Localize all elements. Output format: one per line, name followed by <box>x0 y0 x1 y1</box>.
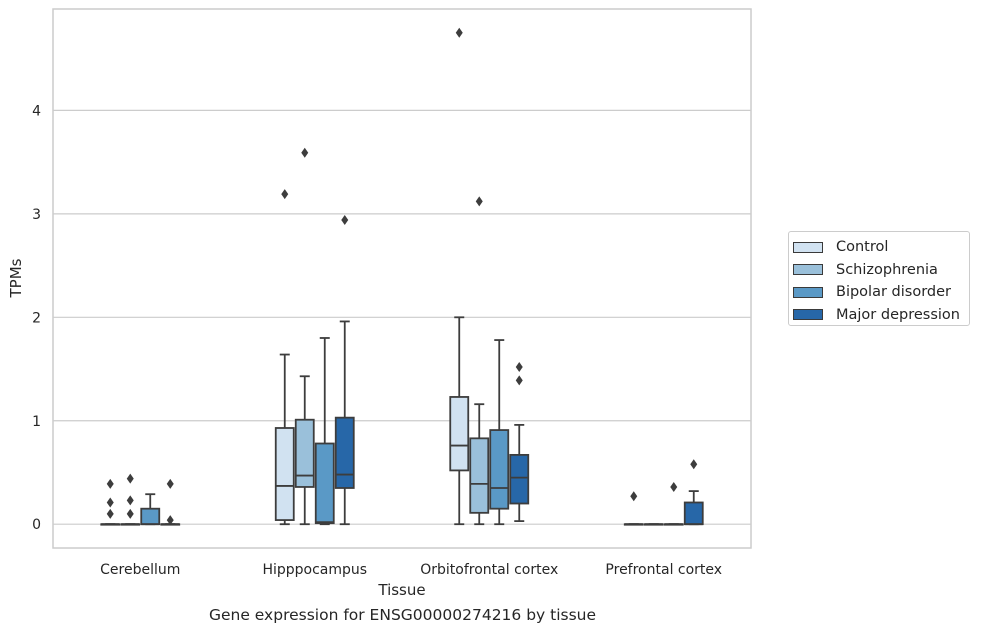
box-schizophrenia-prefrontal-cortex <box>643 523 664 526</box>
outlier-point-1 <box>515 361 523 372</box>
y-tick-label-1: 1 <box>32 414 41 430</box>
legend-swatch-schizophrenia <box>793 264 823 276</box>
outlier-point-0 <box>670 481 678 492</box>
outlier-point-0 <box>106 508 114 519</box>
box-iqr <box>489 429 510 510</box>
legend-swatch-control <box>793 241 823 253</box>
box-control-cerebellum <box>100 478 121 526</box>
outlier-point-0 <box>690 459 698 470</box>
outlier-point-0 <box>126 508 134 519</box>
box-iqr <box>334 416 355 489</box>
legend-item-schizophrenia: Schizophrenia <box>793 259 969 282</box>
legend-item-major-depression: Major depression <box>793 304 969 327</box>
box-major-depression-hipppocampus <box>334 215 355 526</box>
x-tick-label-cerebellum: Cerebellum <box>100 562 180 578</box>
outlier-point-0 <box>301 147 309 158</box>
box-plot-series <box>100 27 704 526</box>
box-control-hipppocampus <box>274 189 295 526</box>
y-tick-label-0: 0 <box>32 517 41 533</box>
y-axis-label: TPMs <box>7 258 25 298</box>
legend-label-control: Control <box>836 239 889 256</box>
chart-caption: Gene expression for ENSG00000274216 by t… <box>208 606 597 624</box>
legend-label-schizophrenia: Schizophrenia <box>836 261 938 278</box>
plot-area-frame <box>52 8 752 549</box>
outlier-point-0 <box>475 196 483 207</box>
legend-swatch-major-depression <box>793 309 823 321</box>
axis-ticks: 0 1 2 3 4 Cerebellum Hipppocampus Orbitofrontal… <box>32 103 722 578</box>
x-axis-label: Tissue <box>377 581 425 599</box>
box-iqr <box>140 507 161 526</box>
outlier-point-2 <box>126 473 134 484</box>
outlier-point-0 <box>166 515 174 526</box>
box-iqr <box>683 501 704 526</box>
legend-item-control: Control <box>793 236 969 259</box>
box-iqr <box>509 453 530 505</box>
legend-label-bipolar-disorder: Bipolar disorder <box>836 284 951 301</box>
outlier-point-1 <box>166 478 174 489</box>
box-schizophrenia-hipppocampus <box>294 147 315 526</box>
x-tick-label-hipppocampus: Hipppocampus <box>262 562 367 578</box>
grid-lines <box>53 109 751 525</box>
legend-item-bipolar-disorder: Bipolar disorder <box>793 281 969 304</box>
outlier-point-0 <box>515 375 523 386</box>
box-schizophrenia-cerebellum <box>120 473 141 526</box>
box-bipolar-disorder-prefrontal-cortex <box>663 481 684 526</box>
box-iqr <box>469 437 490 514</box>
legend: Control Schizophrenia Bipolar disorder M… <box>788 231 970 326</box>
y-tick-label-4: 4 <box>32 103 41 119</box>
box-control-orbitofrontal-cortex <box>449 27 470 526</box>
box-iqr <box>314 442 335 525</box>
box-schizophrenia-orbitofrontal-cortex <box>469 196 490 526</box>
box-bipolar-disorder-hipppocampus <box>314 337 335 526</box>
box-iqr <box>449 396 470 472</box>
x-tick-label-orbitofrontal-cortex: Orbitofrontal cortex <box>420 562 558 578</box>
box-major-depression-orbitofrontal-cortex <box>509 361 530 523</box>
outlier-point-2 <box>106 478 114 489</box>
box-major-depression-cerebellum <box>160 478 181 526</box>
outlier-point-0 <box>281 189 289 200</box>
box-control-prefrontal-cortex <box>623 491 644 526</box>
box-bipolar-disorder-cerebellum <box>140 493 161 526</box>
outlier-point-0 <box>455 27 463 38</box>
box-iqr <box>294 418 315 488</box>
legend-label-major-depression: Major depression <box>836 306 960 323</box>
outlier-point-0 <box>630 491 638 502</box>
legend-swatch-bipolar-disorder <box>793 286 823 298</box>
outlier-point-1 <box>106 497 114 508</box>
box-iqr <box>274 427 295 521</box>
y-tick-label-2: 2 <box>32 310 41 326</box>
box-major-depression-prefrontal-cortex <box>683 459 704 526</box>
outlier-point-0 <box>341 215 349 226</box>
x-tick-label-prefrontal-cortex: Prefrontal cortex <box>605 562 722 578</box>
outlier-point-1 <box>126 495 134 506</box>
y-tick-label-3: 3 <box>32 207 41 223</box>
box-bipolar-disorder-orbitofrontal-cortex <box>489 339 510 526</box>
